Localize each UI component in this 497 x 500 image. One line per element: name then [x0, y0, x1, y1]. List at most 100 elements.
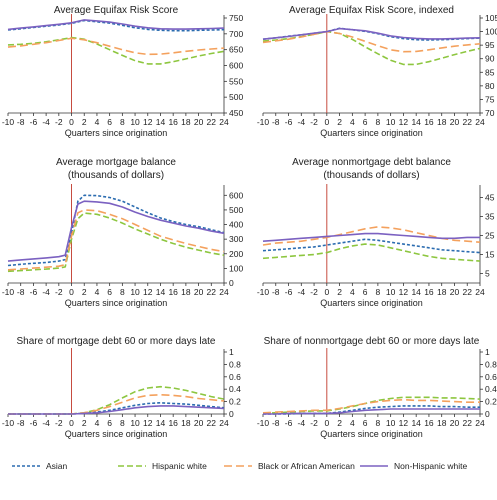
x-tick-label: -10 [257, 418, 270, 428]
y-tick-label: 0 [229, 278, 234, 288]
series-line-black [7, 37, 225, 56]
x-tick-label: 14 [411, 287, 421, 297]
x-tick-label: 22 [207, 418, 217, 428]
legend-label-black: Black or African American [258, 461, 355, 471]
x-tick-label: 0 [324, 287, 329, 297]
y-tick-label: 450 [229, 108, 243, 118]
x-tick-label: -4 [298, 418, 306, 428]
x-tick-label: 24 [219, 287, 229, 297]
x-tick-label: 6 [363, 418, 368, 428]
x-tick-label: 24 [475, 287, 485, 297]
series-line-hispanic-white [8, 385, 225, 415]
chart-subtitle: (thousands of dollars) [68, 170, 164, 181]
y-tick-label: 90 [485, 54, 495, 64]
x-tick-label: 4 [95, 117, 100, 127]
series-line-non-hispanic-white [262, 232, 480, 242]
series-line-hispanic-white [7, 36, 225, 65]
x-tick-label: 10 [130, 117, 140, 127]
x-tick-label: 6 [363, 287, 368, 297]
y-tick-label: 0.8 [485, 359, 497, 369]
x-tick-label: 2 [337, 117, 342, 127]
y-tick-label: 400 [229, 220, 243, 230]
x-tick-label: 22 [207, 287, 217, 297]
chart-panel-3: Average mortgage balance (thousands of do… [2, 157, 244, 308]
series-line-hispanic-white [7, 212, 225, 273]
x-tick-label: 0 [324, 117, 329, 127]
x-tick-label: -8 [17, 117, 25, 127]
y-tick-label: 45 [485, 193, 495, 203]
x-tick-label: -6 [30, 287, 38, 297]
x-tick-label: 16 [168, 117, 178, 127]
x-tick-label: 18 [437, 418, 447, 428]
y-tick-label: 35 [485, 212, 495, 222]
y-tick-label: 105 [485, 13, 497, 23]
chart-title: Average mortgage balance [56, 157, 176, 168]
x-tick-label: 8 [120, 287, 125, 297]
x-tick-label: 22 [463, 117, 473, 127]
x-tick-label: 10 [386, 117, 396, 127]
series-line-non-hispanic-white [7, 19, 225, 31]
x-tick-label: 12 [399, 287, 409, 297]
x-tick-label: -4 [42, 287, 50, 297]
x-tick-label: 22 [207, 117, 217, 127]
series-line-black [262, 398, 480, 414]
x-tick-label: 4 [95, 287, 100, 297]
series-line-non-hispanic-white [262, 27, 481, 40]
series-line-black [8, 393, 225, 415]
x-tick-label: 0 [69, 418, 74, 428]
series-line-non-hispanic-white [7, 200, 225, 262]
x-tick-label: -2 [310, 418, 318, 428]
chart-title: Average Equifax Risk Score [54, 5, 179, 16]
x-tick-label: 12 [143, 418, 153, 428]
x-tick-label: 2 [82, 117, 87, 127]
x-tick-label: -2 [55, 418, 63, 428]
legend-label-non-hispanic-white: Non-Hispanic white [394, 461, 467, 471]
x-tick-label: 0 [69, 117, 74, 127]
x-tick-label: -8 [272, 117, 280, 127]
series-line-black [7, 209, 225, 271]
x-tick-label: -4 [298, 117, 306, 127]
x-tick-label: -6 [285, 287, 293, 297]
x-tick-label: -8 [17, 418, 25, 428]
y-tick-label: 750 [229, 13, 243, 23]
y-tick-label: 70 [485, 108, 495, 118]
x-tick-label: 2 [337, 287, 342, 297]
x-tick-label: 12 [143, 287, 153, 297]
x-axis-label: Quarters since origination [320, 429, 423, 439]
x-axis-label: Quarters since origination [320, 298, 423, 308]
series-line-black [262, 30, 481, 53]
x-tick-label: 6 [363, 117, 368, 127]
x-tick-label: -8 [17, 287, 25, 297]
x-tick-label: 0 [324, 418, 329, 428]
x-tick-label: 24 [219, 117, 229, 127]
legend-label-asian: Asian [46, 461, 68, 471]
series-line-asian [262, 238, 481, 254]
y-tick-label: 75 [485, 94, 495, 104]
x-tick-label: 12 [399, 418, 409, 428]
series-line-non-hispanic-white [8, 405, 225, 415]
x-tick-label: 24 [475, 418, 485, 428]
x-tick-label: 14 [411, 418, 421, 428]
chart-title: Share of mortgage debt 60 or more days l… [16, 336, 215, 347]
x-tick-label: 20 [450, 287, 460, 297]
y-tick-label: 650 [229, 45, 243, 55]
x-tick-label: 4 [350, 287, 355, 297]
x-tick-label: 6 [107, 418, 112, 428]
x-tick-label: 14 [411, 117, 421, 127]
x-tick-label: 20 [194, 117, 204, 127]
x-tick-label: 8 [376, 117, 381, 127]
x-tick-label: -6 [285, 117, 293, 127]
y-tick-label: 600 [229, 61, 243, 71]
x-tick-label: 18 [181, 117, 191, 127]
x-tick-label: 2 [82, 287, 87, 297]
chart-subtitle: (thousands of dollars) [323, 170, 419, 181]
y-tick-label: 0.2 [229, 397, 241, 407]
chart-panel-6: Share of nonmortgage debt 60 or more day… [257, 336, 497, 439]
x-tick-label: 14 [156, 117, 166, 127]
y-tick-label: 0.4 [485, 384, 497, 394]
x-axis-label: Quarters since origination [65, 429, 168, 439]
x-tick-label: 20 [194, 287, 204, 297]
y-tick-label: 600 [229, 190, 243, 200]
x-tick-label: 10 [386, 418, 396, 428]
